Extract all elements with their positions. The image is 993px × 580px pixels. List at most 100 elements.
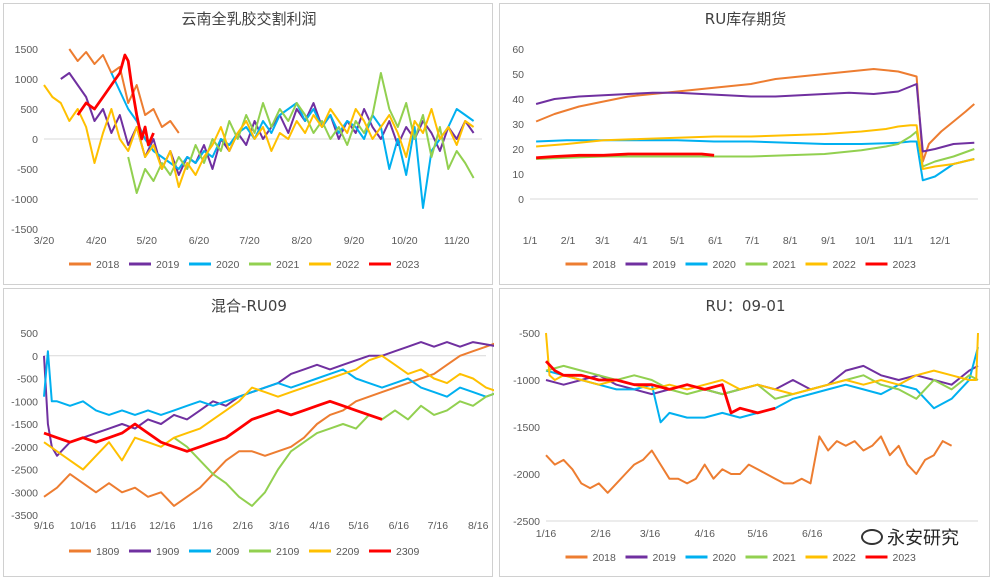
legend-item: 2209 [309, 546, 360, 558]
x-tick-label: 9/16 [34, 520, 55, 532]
legend-label: 2209 [336, 546, 360, 558]
x-tick-label: 1/1 [523, 235, 538, 247]
x-tick-label: 1/16 [192, 520, 213, 532]
legend-item: 2023 [865, 552, 916, 564]
legend-label: 2309 [396, 546, 420, 558]
chart-title: 云南全乳胶交割利润 [181, 10, 316, 28]
x-tick-label: 4/20 [86, 235, 107, 247]
legend-item: 2021 [745, 259, 797, 271]
legend-item: 2023 [369, 259, 420, 271]
watermark-text: 永安研究 [887, 528, 959, 549]
x-tick-label: 10/16 [70, 520, 96, 532]
series-line-2018 [535, 68, 975, 163]
legend-label: 2021 [773, 259, 797, 271]
series-line-2023 [76, 53, 155, 147]
chart-title: 混合-RU09 [211, 297, 287, 315]
legend-item: 1909 [129, 546, 180, 558]
y-tick-label: 1000 [15, 74, 39, 86]
x-tick-label: 3/16 [269, 520, 290, 532]
x-tick-label: 8/1 [783, 235, 798, 247]
chart-panel-ru-09-01: RU：09-01 -2500 -2000 -1500 -1000 -500 1/16 2/16… [499, 288, 990, 577]
y-tick-label: -1000 [11, 194, 38, 206]
x-tick-label: 4/1 [633, 235, 648, 247]
legend-label: 2020 [713, 552, 737, 564]
legend-label: 2022 [336, 259, 360, 271]
x-tick-label: 5/1 [670, 235, 685, 247]
legend-label: 2020 [713, 259, 737, 271]
x-tick-label: 2/1 [561, 235, 576, 247]
x-tick-label: 6/1 [708, 235, 723, 247]
legend-item: 2019 [129, 259, 180, 271]
x-tick-label: 2/16 [590, 528, 611, 540]
series-line-2018 [68, 48, 180, 134]
legend-label: 2021 [773, 552, 797, 564]
y-tick-label: 0 [32, 134, 38, 146]
legend-label: 2109 [276, 546, 300, 558]
y-tick-label: -3000 [11, 487, 38, 499]
y-tick-label: -1500 [11, 419, 38, 431]
legend-label: 2023 [893, 259, 917, 271]
y-tick-label: -1500 [513, 422, 540, 434]
series-line-2022 [43, 84, 475, 188]
chart-svg: RU库存期货 0 10 20 30 40 50 60 1/1 2/1 3/1 4/1 5/1 6/1 7/1… [512, 10, 978, 271]
x-tick-label: 5/16 [747, 528, 768, 540]
x-tick-label: 12/1 [930, 235, 951, 247]
legend-item: 1809 [69, 546, 120, 558]
legend-label: 2018 [593, 552, 617, 564]
legend-label: 1909 [156, 546, 180, 558]
y-tick-label: -500 [17, 164, 38, 176]
legend-item: 2021 [745, 552, 797, 564]
legend-item: 2022 [805, 552, 857, 564]
series-line-2309 [43, 399, 383, 453]
x-tick-label: 6/16 [802, 528, 823, 540]
legend-label: 2022 [833, 552, 857, 564]
x-tick-label: 5/20 [137, 235, 158, 247]
x-tick-label: 9/1 [821, 235, 836, 247]
y-tick-label: -2500 [513, 516, 540, 528]
x-tick-label: 4/16 [694, 528, 715, 540]
series-line-1909 [43, 341, 494, 457]
legend-item: 2022 [309, 259, 360, 271]
y-tick-label: 30 [512, 119, 524, 131]
x-tick-label: 7/1 [745, 235, 760, 247]
chart-title: RU：09-01 [706, 297, 786, 315]
legend-item: 2022 [805, 259, 856, 271]
x-tick-label: 3/16 [640, 528, 661, 540]
legend-label: 2021 [276, 259, 300, 271]
y-tick-label: -2500 [11, 465, 38, 477]
y-tick-label: 40 [512, 94, 524, 106]
x-tick-label: 7/16 [428, 520, 449, 532]
y-tick-label: 10 [512, 169, 524, 181]
legend-item: 2020 [685, 259, 737, 271]
wechat-logo-icon [861, 529, 883, 545]
chart-svg: RU：09-01 -2500 -2000 -1500 -1000 -500 1/16 2/16… [513, 297, 979, 564]
series-line-2019 [535, 83, 975, 153]
legend-item: 2018 [69, 259, 120, 271]
chart-title: RU库存期货 [705, 10, 786, 28]
chart-panel-yunnan-profit: 云南全乳胶交割利润 -1500 -1000 -500 0 500 1000 1500 3/20 4… [3, 3, 493, 285]
x-tick-label: 10/20 [391, 235, 417, 247]
series-line-2209 [43, 354, 494, 471]
series-line-2020 [536, 139, 975, 182]
series-line-2018 [545, 435, 953, 494]
series-line-2022 [536, 124, 975, 170]
legend-item: 2020 [685, 552, 737, 564]
y-tick-label: 50 [512, 69, 524, 81]
legend-label: 2018 [96, 259, 120, 271]
x-tick-label: 10/1 [855, 235, 876, 247]
y-tick-label: -500 [519, 328, 540, 340]
y-tick-label: 500 [20, 104, 38, 116]
series-line-2021 [536, 130, 975, 168]
legend-label: 2019 [653, 259, 677, 271]
series-line-2021 [545, 364, 979, 400]
legend-label: 2019 [653, 552, 677, 564]
series-line-2019 [60, 72, 475, 176]
x-tick-label: 11/20 [444, 235, 470, 247]
x-tick-label: 2/16 [233, 520, 254, 532]
y-tick-label: 20 [512, 144, 524, 156]
x-tick-label: 11/16 [111, 520, 137, 532]
chart-panel-ru-inventory: RU库存期货 0 10 20 30 40 50 60 1/1 2/1 3/1 4/1 5/1 6/1 7/1… [499, 3, 990, 285]
chart-panel-mixed-ru09: 混合-RU09 -3500 -3000 -2500 -2000 -1500 -1000 -50… [3, 288, 494, 577]
series-line-2023 [536, 152, 715, 160]
